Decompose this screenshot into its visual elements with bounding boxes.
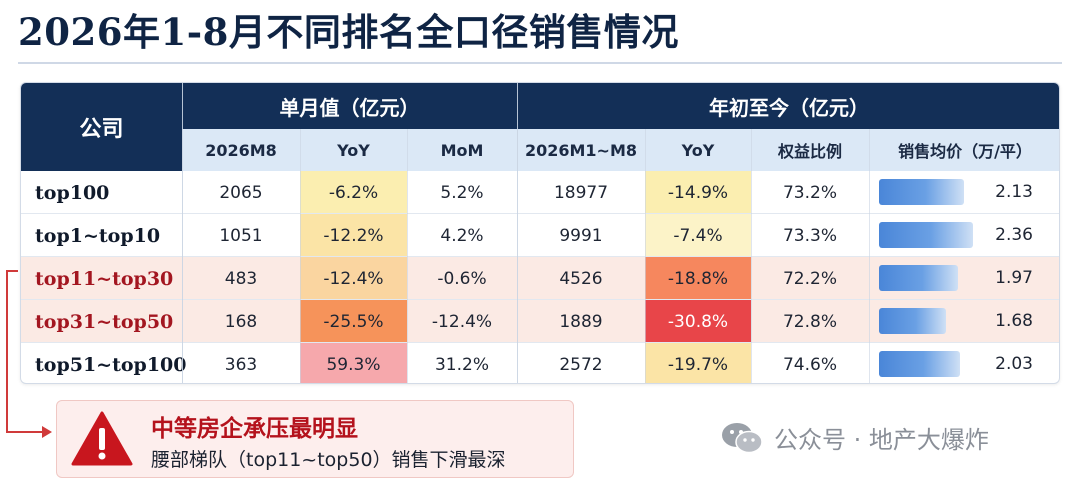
bracket-arrow-head: [42, 426, 52, 438]
column-divider: [300, 129, 301, 383]
col-mom: MoM: [407, 129, 517, 171]
cell-mom: -12.4%: [431, 311, 493, 332]
sales-table: 公司 单月值（亿元） 年初至今（亿元） 2026M8 YoY MoM 2026M…: [20, 82, 1060, 384]
wechat-icon: [722, 422, 763, 453]
cell-ytd: 1889: [559, 311, 603, 332]
column-divider: [645, 129, 646, 383]
watermark-text: 公众号 · 地产大爆炸: [774, 426, 989, 454]
cell-ytd-yoy: -18.8%: [645, 257, 751, 300]
bracket-arrow-line-h: [6, 431, 46, 433]
row-divider: [21, 256, 1059, 257]
avg-price-value: 1.97: [995, 268, 1033, 288]
insight-callout: 中等房企承压最明显 腰部梯队（top11~top50）销售下滑最深: [56, 400, 574, 478]
cell-equity-ratio: 74.6%: [782, 354, 837, 375]
avg-price-bar: [879, 222, 973, 248]
cell-ytd: 18977: [553, 182, 609, 203]
monthly-group-header: 单月值（亿元）: [182, 83, 517, 129]
title-divider: [18, 62, 1062, 64]
column-divider: [869, 129, 870, 383]
col-ytd-yoy: YoY: [645, 129, 751, 171]
cell-mom: -0.6%: [437, 268, 487, 289]
cell-monthly-yoy: -12.2%: [300, 214, 407, 257]
cell-ytd: 9991: [559, 225, 603, 246]
cell-2026m8: 168: [224, 311, 258, 332]
ytd-group-header: 年初至今（亿元）: [517, 83, 1059, 129]
company-header: 公司: [21, 83, 182, 171]
cell-ytd-yoy: -19.7%: [645, 343, 751, 383]
avg-price-value: 2.13: [995, 182, 1033, 202]
row-divider: [21, 342, 1059, 343]
cell-monthly-yoy: -6.2%: [300, 171, 407, 214]
bracket-arrow-line: [6, 330, 8, 432]
avg-price-bar: [879, 351, 960, 377]
col-avg-price: 销售均价（万/平）: [869, 129, 1059, 171]
callout-headline: 中等房企承压最明显: [151, 416, 358, 442]
cell-equity-ratio: 72.2%: [782, 268, 837, 289]
column-divider: [751, 129, 752, 383]
cell-mom: 4.2%: [440, 225, 484, 246]
cell-equity-ratio: 72.8%: [782, 311, 837, 332]
cell-monthly-yoy: 59.3%: [300, 343, 407, 383]
row-divider: [21, 299, 1059, 300]
cell-equity-ratio: 73.2%: [782, 182, 837, 203]
avg-price-value: 1.68: [995, 311, 1033, 331]
cell-ytd-yoy: -30.8%: [645, 300, 751, 343]
avg-price-bar: [879, 179, 964, 205]
avg-price-bar: [879, 265, 958, 291]
cell-monthly-yoy: -25.5%: [300, 300, 407, 343]
company-name: top51~top100: [35, 353, 187, 376]
cell-ytd: 4526: [559, 268, 603, 289]
page-title: 2026年1-8月不同排名全口径销售情况: [18, 10, 679, 54]
col-ytd: 2026M1~M8: [517, 129, 645, 171]
avg-price-value: 2.03: [995, 354, 1033, 374]
column-divider: [407, 129, 408, 383]
cell-2026m8: 483: [224, 268, 258, 289]
company-name: top31~top50: [35, 310, 174, 333]
cell-2026m8: 2065: [219, 182, 263, 203]
cell-monthly-yoy: -12.4%: [300, 257, 407, 300]
col-2026m8: 2026M8: [182, 129, 300, 171]
column-divider: [182, 83, 183, 383]
warning-triangle-icon: [71, 411, 133, 466]
cell-mom: 5.2%: [440, 182, 484, 203]
highlight-bracket: [6, 270, 18, 330]
column-divider: [517, 83, 518, 383]
avg-price-value: 2.36: [995, 225, 1033, 245]
cell-2026m8: 1051: [219, 225, 263, 246]
cell-ytd-yoy: -14.9%: [645, 171, 751, 214]
col-equity-ratio: 权益比例: [751, 129, 869, 171]
cell-equity-ratio: 73.3%: [782, 225, 837, 246]
callout-detail: 腰部梯队（top11~top50）销售下滑最深: [151, 449, 506, 471]
company-name: top1~top10: [35, 224, 161, 247]
cell-ytd: 2572: [559, 354, 603, 375]
avg-price-bar: [879, 308, 946, 334]
row-divider: [21, 213, 1059, 214]
company-name: top100: [35, 181, 110, 204]
cell-2026m8: 363: [224, 354, 258, 375]
cell-mom: 31.2%: [434, 354, 489, 375]
watermark: 公众号 · 地产大爆炸: [720, 420, 989, 455]
cell-ytd-yoy: -7.4%: [645, 214, 751, 257]
col-monthly-yoy: YoY: [300, 129, 407, 171]
company-name: top11~top30: [35, 267, 174, 290]
